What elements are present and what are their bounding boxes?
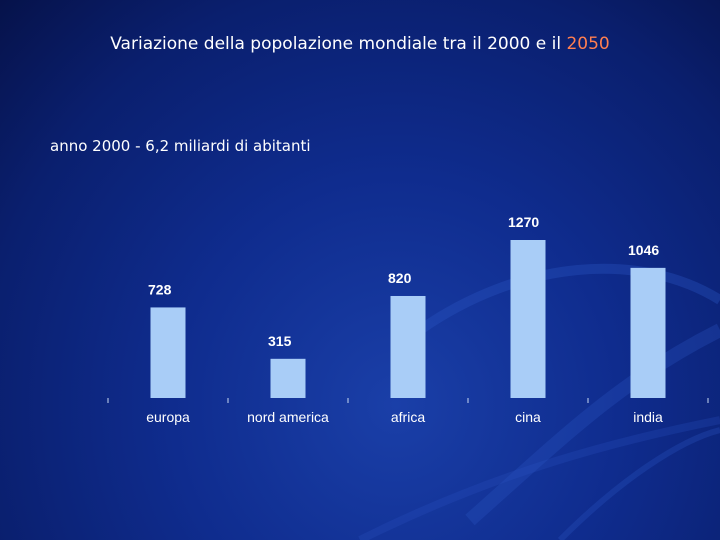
data-label: 728 xyxy=(148,281,172,297)
chart-subtitle: anno 2000 - 6,2 miliardi di abitanti xyxy=(50,137,311,155)
x-tick-label: nord america xyxy=(247,409,329,425)
x-tick-label: africa xyxy=(391,409,425,425)
bar-africa xyxy=(390,295,426,398)
bar-india xyxy=(630,267,666,398)
x-tick-label: india xyxy=(633,409,663,425)
bar-cina xyxy=(510,240,546,398)
data-label: 315 xyxy=(268,333,292,349)
x-tick-label: cina xyxy=(515,409,541,425)
bar-europa xyxy=(150,307,186,398)
x-tick-label: europa xyxy=(146,409,190,425)
bar-nord-america xyxy=(270,358,306,398)
title-main: Variazione della popolazione mondiale tr… xyxy=(110,34,562,54)
data-label: 1046 xyxy=(628,242,659,258)
page-title: Variazione della popolazione mondiale tr… xyxy=(0,34,720,54)
data-label: 820 xyxy=(388,270,412,286)
title-accent: 2050 xyxy=(566,34,610,54)
data-label: 1270 xyxy=(508,214,539,230)
